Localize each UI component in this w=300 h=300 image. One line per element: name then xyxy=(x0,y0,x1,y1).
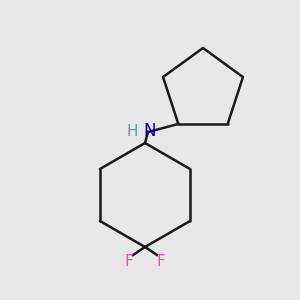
Text: N: N xyxy=(144,122,156,140)
Text: F: F xyxy=(157,254,165,268)
Text: H: H xyxy=(126,124,138,139)
Text: F: F xyxy=(124,254,134,268)
